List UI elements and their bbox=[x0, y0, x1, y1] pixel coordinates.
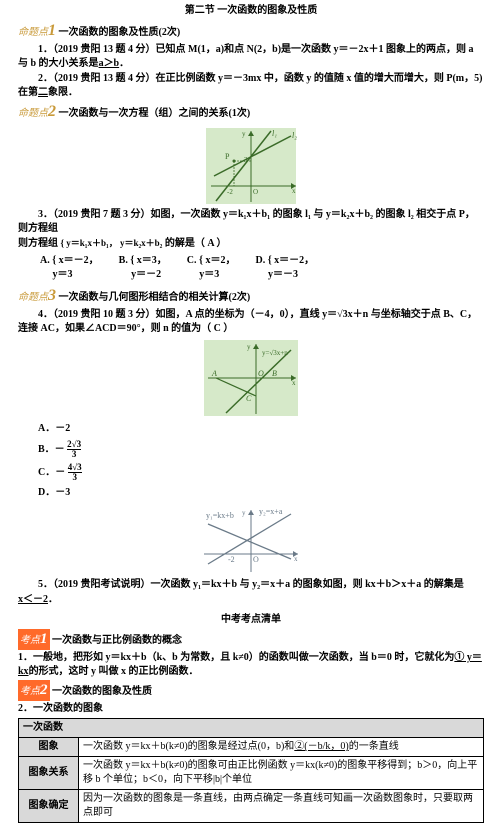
q4-options: A．－2 B．－ 2√33 C．－ 4√33 D．－3 bbox=[18, 422, 484, 500]
q1: 1．（2019 贵阳 13 题 4 分）已知点 M(1，a)和点 N(2，b)是… bbox=[18, 43, 484, 71]
q2: 2．（2019 贵阳 13 题 4 分）在正比例函数 y＝－3mx 中，函数 y… bbox=[18, 72, 484, 100]
svg-text:y: y bbox=[247, 343, 251, 351]
svg-text:C: C bbox=[246, 394, 252, 403]
q3b: 则方程组 { y＝k₁x＋b₁， y＝k₂x＋b₂ 的解是（ A ） bbox=[18, 237, 484, 251]
svg-text:l₂: l₂ bbox=[292, 131, 297, 140]
kp1-head: 考点1 一次函数与正比例函数的概念 bbox=[18, 629, 484, 650]
svg-text:O: O bbox=[253, 188, 258, 196]
svg-text:y: y bbox=[242, 130, 246, 138]
diagram-q5: y₂=x+a y₁=kx+b O -2 x y bbox=[196, 504, 306, 576]
kp1-text: 1．一般地，把形如 y＝kx＋b（k、b 为常数，且 k≠0）的函数叫做一次函数… bbox=[18, 651, 484, 679]
svg-text:x: x bbox=[292, 379, 296, 387]
kp2-table: 一次函数 图象 一次函数 y＝kx＋b(k≠0)的图象是经过点(0，b)和②(－… bbox=[18, 718, 484, 823]
svg-text:B: B bbox=[272, 369, 277, 378]
svg-text:O: O bbox=[258, 369, 264, 378]
q5-ans: x＜－2． bbox=[18, 593, 484, 607]
svg-text:O: O bbox=[253, 555, 259, 564]
svg-text:A: A bbox=[211, 369, 217, 378]
svg-text:l₁: l₁ bbox=[272, 129, 277, 138]
q3: 3．（2019 贵阳 7 题 3 分）如图，一次函数 y＝k₁x＋b₁ 的图象 … bbox=[18, 208, 484, 236]
q3-options: A. { x＝－2， y＝3 B. { x＝3， y＝－2 C. { x＝2， … bbox=[38, 252, 484, 284]
topic3-head: 命题点3 一次函数与几何图形相结合的相关计算(2次) bbox=[18, 285, 484, 307]
page-title: 第二节 一次函数的图象及性质 bbox=[18, 4, 484, 18]
q5: 5．（2019 贵阳考试说明）一次函数 y₁＝kx＋b 与 y₂＝x＋a 的图象… bbox=[18, 578, 484, 592]
svg-text:P: P bbox=[225, 152, 230, 161]
diagram-q4: A O B C x y y=√3x+n bbox=[196, 338, 306, 418]
svg-text:y₁=kx+b: y₁=kx+b bbox=[206, 511, 234, 520]
svg-text:-2: -2 bbox=[227, 188, 233, 196]
topic2-head: 命题点2 一次函数与一次方程（组）之间的关系(1次) bbox=[18, 101, 484, 123]
kp2-line2: 2．一次函数的图象 bbox=[18, 702, 484, 716]
svg-text:3: 3 bbox=[244, 156, 248, 164]
mid-head: 中考考点清单 bbox=[18, 613, 484, 627]
svg-text:x: x bbox=[292, 187, 296, 195]
svg-text:y: y bbox=[242, 509, 246, 517]
svg-text:y₂=x+a: y₂=x+a bbox=[259, 507, 283, 516]
q4: 4．（2019 贵阳 10 题 3 分）如图，A 点的坐标为（－4，0），直线 … bbox=[18, 308, 484, 336]
diagram-q3: l₁ l₂ P 3 -2 O x y bbox=[196, 126, 306, 206]
svg-text:y=√3x+n: y=√3x+n bbox=[262, 349, 288, 357]
kp2-head: 考点2 一次函数的图象及性质 bbox=[18, 680, 484, 701]
svg-text:-2: -2 bbox=[228, 555, 235, 564]
topic1-head: 命题点1 一次函数的图象及性质(2次) bbox=[18, 20, 484, 42]
svg-text:x: x bbox=[294, 555, 298, 563]
